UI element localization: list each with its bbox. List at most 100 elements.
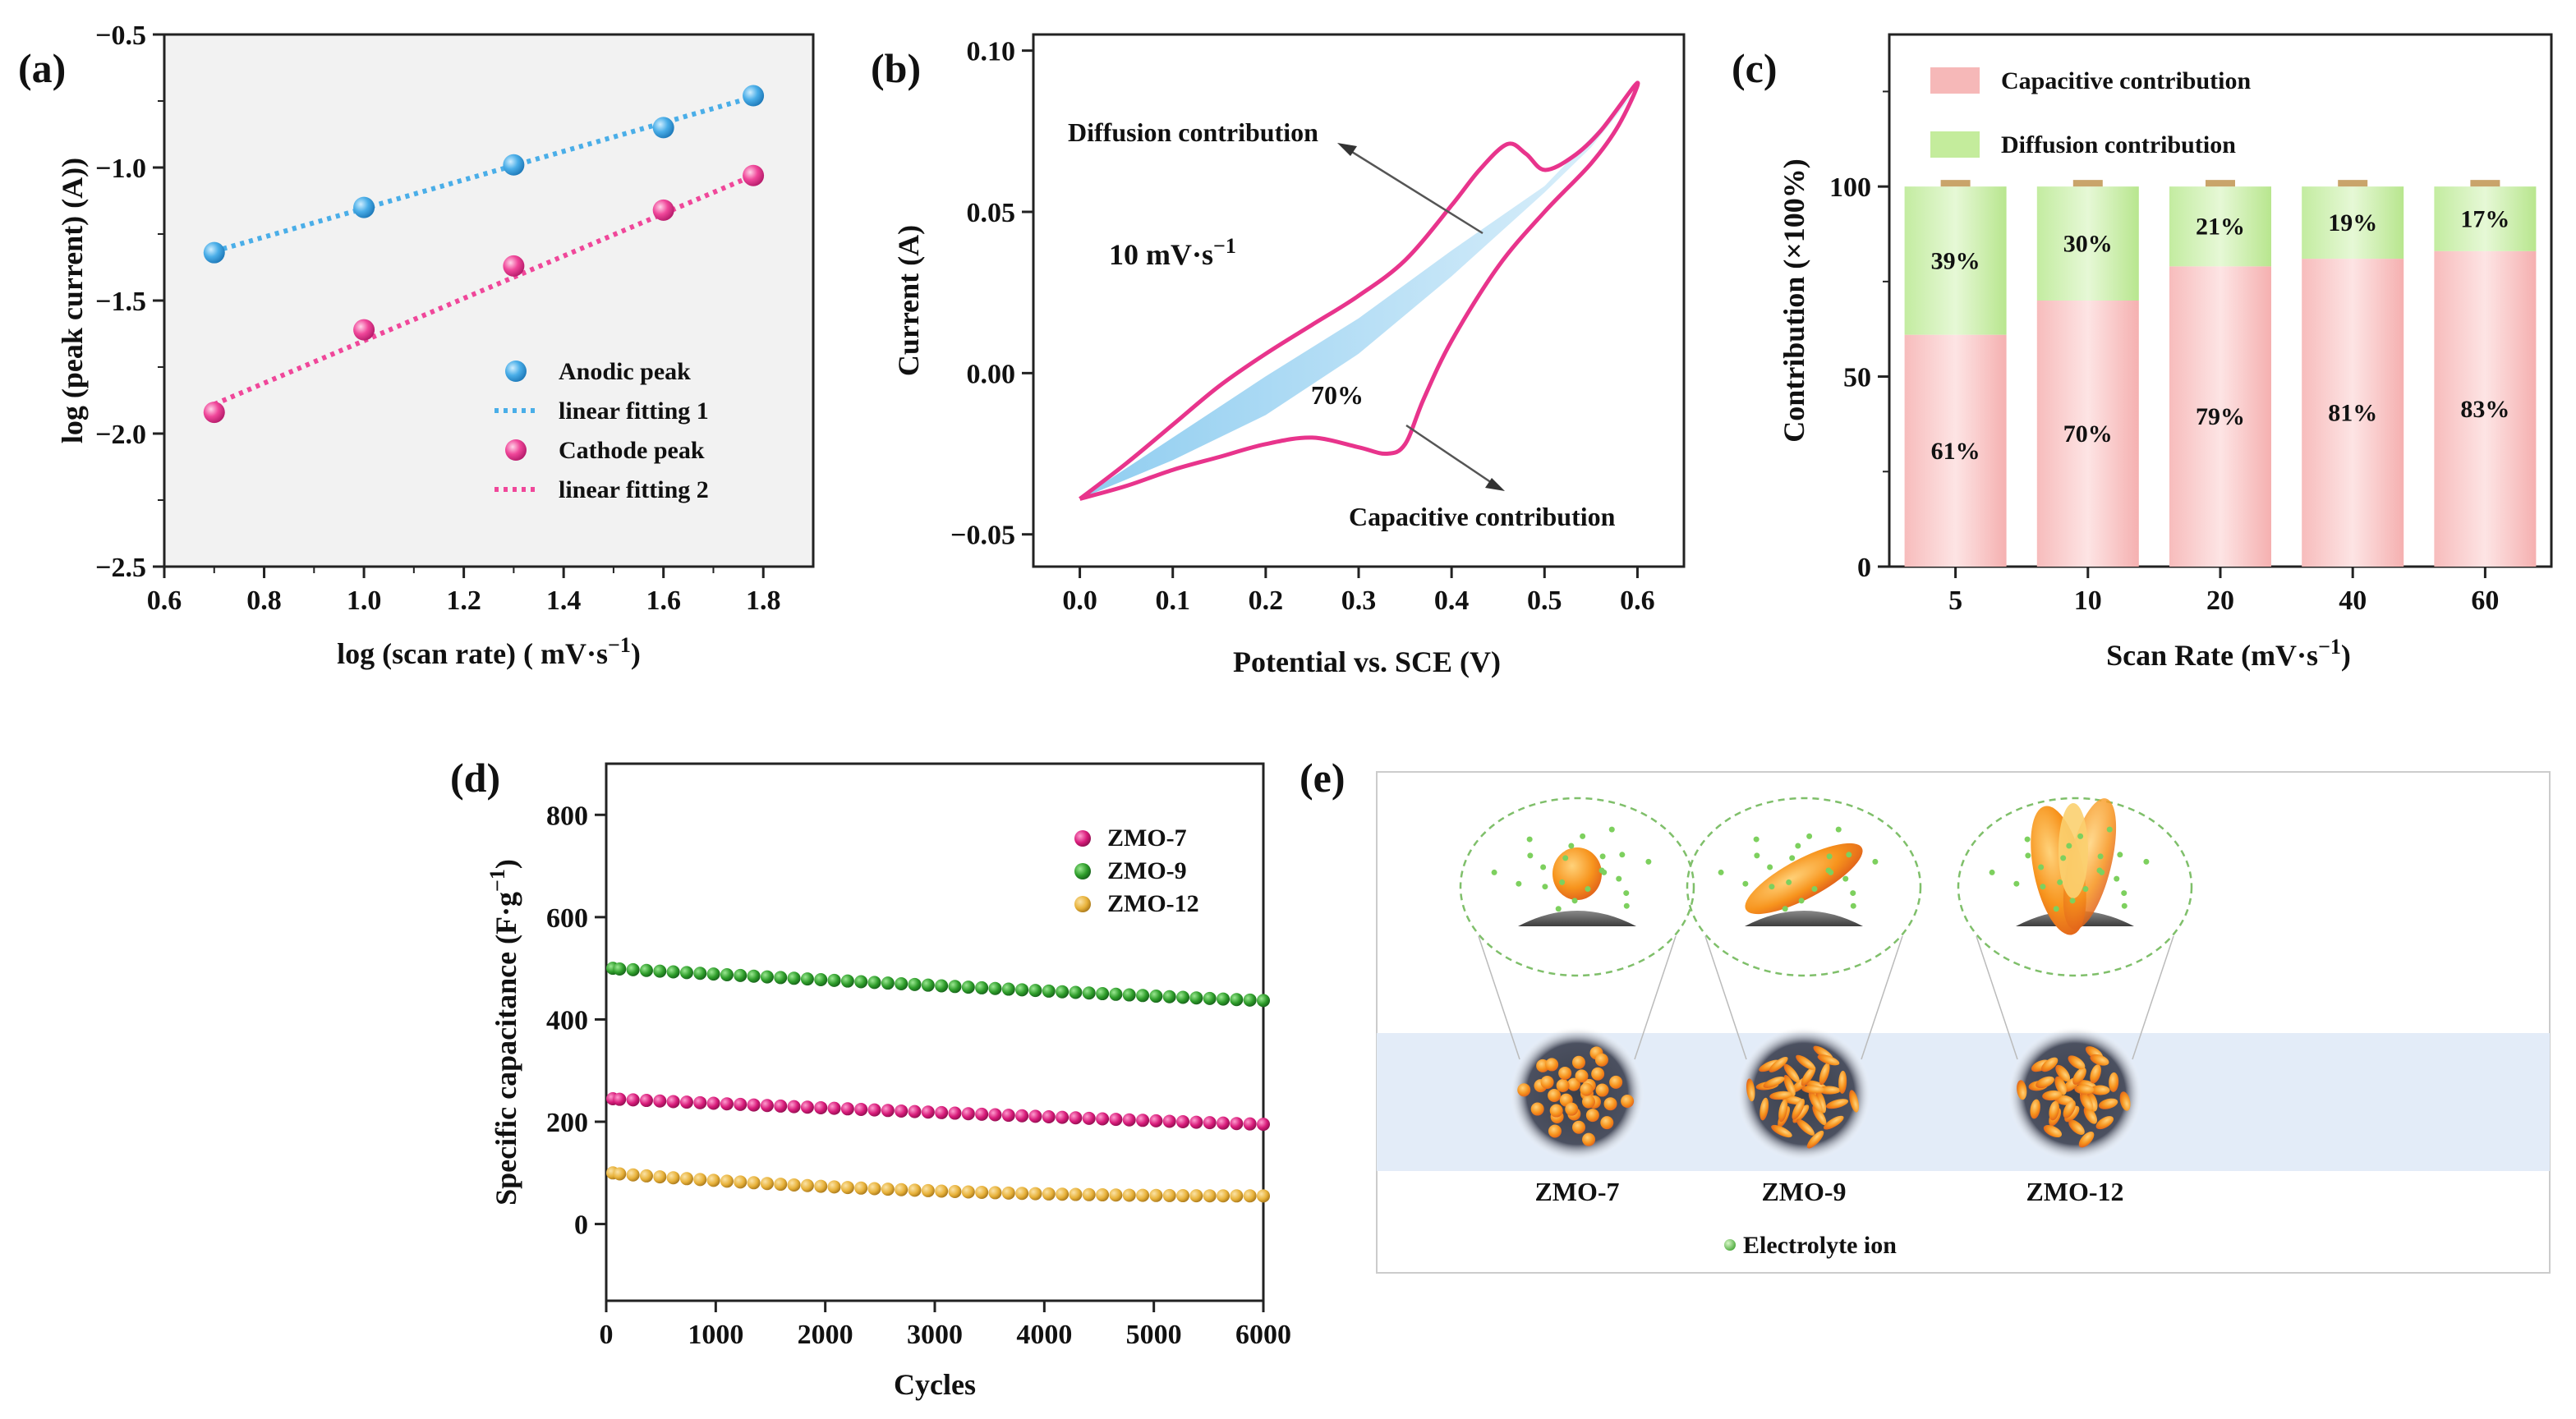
x-tick-label-d: 3000 — [907, 1320, 963, 1350]
label-diffusion: 30% — [2063, 231, 2113, 258]
data-point-zmo12 — [774, 1178, 788, 1192]
electrolyte-ion — [1540, 864, 1547, 870]
particle-zmo9 — [1792, 1099, 1805, 1120]
data-point-zmo9 — [747, 969, 761, 983]
x-axis-label-c: Scan Rate (mV·s−1) — [2106, 635, 2351, 672]
label-capacitive: 70% — [2063, 420, 2113, 448]
bar-capacitive — [2302, 259, 2404, 567]
data-point-cathode — [743, 164, 765, 186]
data-point-zmo7 — [1042, 1110, 1056, 1124]
electrolyte-ion — [1526, 836, 1533, 843]
label-diffusion: 21% — [2196, 214, 2245, 241]
x-tick-label-a: 0.8 — [246, 586, 282, 616]
data-point-cathode — [203, 402, 225, 424]
electrolyte-ion — [1872, 858, 1879, 865]
bar-diffusion — [2036, 186, 2139, 301]
data-point-zmo9 — [653, 964, 667, 978]
particle-zmo7 — [1549, 1104, 1563, 1118]
data-point-zmo9 — [921, 978, 935, 992]
zoom-line-left-zmo12 — [1976, 935, 2018, 1060]
electrolyte-ion — [2106, 826, 2113, 833]
electrolyte-ion — [1806, 833, 1813, 839]
x-axis-label-a: log (scan rate) ( mV·s−1) — [337, 633, 641, 670]
particle-zmo9 — [1771, 1124, 1792, 1138]
data-point-zmo9 — [734, 968, 748, 982]
y-axis-label-b: Current (A) — [892, 225, 925, 376]
data-point-zmo7 — [1162, 1114, 1176, 1128]
arrow-diffusion — [1345, 146, 1484, 235]
data-point-zmo9 — [1028, 984, 1042, 998]
data-point-zmo12 — [935, 1184, 949, 1198]
data-point-zmo12 — [840, 1181, 854, 1195]
y-tick-label-d: 800 — [546, 801, 588, 831]
electrolyte-ion — [1782, 906, 1788, 912]
data-point-zmo12 — [1082, 1187, 1096, 1201]
bar-cap-tab — [1940, 180, 1971, 187]
data-point-zmo9 — [639, 963, 653, 977]
data-point-zmo7 — [639, 1094, 653, 1108]
bar-diffusion — [2169, 186, 2271, 267]
particle-zmo7 — [1603, 1097, 1617, 1111]
data-point-zmo7 — [679, 1095, 693, 1109]
data-point-zmo7 — [1109, 1113, 1123, 1127]
electrolyte-ion — [2069, 898, 2076, 904]
x-axis-label-b: Potential vs. SCE (V) — [1233, 645, 1501, 678]
data-point-zmo9 — [1069, 985, 1083, 999]
data-point-zmo9 — [666, 965, 680, 979]
x-tick-label-b: 0.1 — [1155, 586, 1190, 616]
legend-text-zmo9: ZMO-9 — [1107, 857, 1187, 884]
data-point-zmo12 — [734, 1175, 748, 1189]
data-point-zmo7 — [1001, 1109, 1015, 1123]
x-axis-label-d: Cycles — [894, 1368, 976, 1401]
data-point-cathode — [503, 255, 525, 277]
x-tick-label-c: 5 — [1948, 586, 1962, 616]
data-point-zmo9 — [1096, 987, 1110, 1001]
electrolyte-ion — [2121, 902, 2128, 909]
electrolyte-ion — [1527, 852, 1534, 859]
particle-zmo9 — [1760, 1097, 1769, 1121]
y-tick-label-a: −2.0 — [95, 420, 146, 450]
substrate-zmo7 — [1518, 911, 1636, 926]
y-axis-label-d: Specific capacitance (F·g−1) — [485, 859, 522, 1205]
particle-zmo12 — [2063, 1100, 2076, 1118]
electrolyte-ion — [1795, 843, 1801, 849]
data-point-zmo7 — [1176, 1115, 1190, 1129]
particle-zmo9 — [1817, 1054, 1840, 1066]
panel-c: (c) 0 50 100 Scan Rate (mV·s−1) Contribution … — [1732, 33, 2553, 672]
data-point-zmo12 — [666, 1171, 680, 1185]
data-point-zmo7 — [935, 1105, 949, 1119]
particle-zmo7 — [1621, 1094, 1635, 1108]
bar-cap-tab — [2470, 180, 2500, 187]
particle-zmo9 — [1746, 1078, 1755, 1102]
electrolyte-ion — [1786, 879, 1792, 885]
data-point-zmo12 — [1257, 1189, 1270, 1203]
x-tick-label-a: 0.6 — [147, 586, 182, 616]
data-point-anodic — [203, 241, 225, 264]
particle-zmo7 — [1530, 1102, 1544, 1116]
electrolyte-ion — [2053, 906, 2059, 912]
bar-capacitive — [2169, 266, 2271, 567]
data-point-zmo9 — [1149, 990, 1163, 1003]
x-tick-label-d: 4000 — [1016, 1320, 1072, 1350]
electrolyte-ion — [1835, 826, 1842, 833]
y-tick-label-d: 600 — [546, 903, 588, 934]
data-point-zmo12 — [720, 1174, 734, 1188]
data-point-zmo12 — [679, 1172, 693, 1186]
data-point-zmo9 — [1230, 993, 1244, 1007]
panel-label-c: (c) — [1732, 45, 1778, 91]
panel-b: (b) 0.0 0.1 0.2 0.3 0.4 0.5 0.6 0.10 0.05 0.00 −0.0… — [871, 33, 1686, 678]
legend-marker-anodic — [505, 360, 527, 382]
data-point-zmo7 — [1096, 1112, 1110, 1126]
bar-diffusion — [1904, 186, 2007, 335]
data-point-zmo12 — [1042, 1187, 1056, 1201]
data-point-anodic — [353, 196, 375, 218]
label-capacitive: 83% — [2460, 396, 2509, 423]
plot-area-a — [163, 33, 815, 568]
x-tick-label-b: 0.3 — [1341, 586, 1377, 616]
particle-zmo9 — [1849, 1090, 1860, 1113]
electrolyte-ion — [1826, 853, 1833, 860]
data-point-zmo12 — [1015, 1187, 1029, 1201]
data-point-zmo9 — [720, 967, 734, 981]
arrowhead-capacitive — [1485, 478, 1505, 491]
